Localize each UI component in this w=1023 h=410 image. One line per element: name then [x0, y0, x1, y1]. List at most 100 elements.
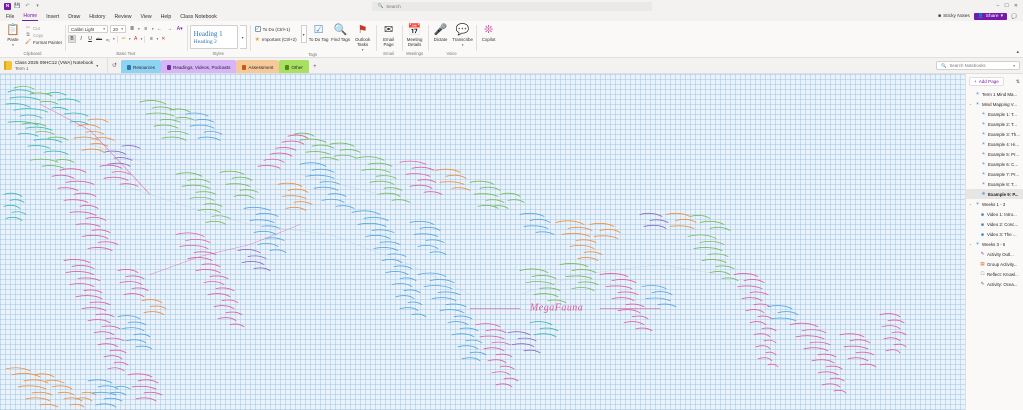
numbering-icon[interactable]: ≡	[144, 26, 148, 32]
find-tags-button[interactable]: 🔍 Find Tags	[331, 23, 351, 43]
chevron-down-icon[interactable]: ▾	[151, 27, 154, 31]
font-name-select[interactable]: Calibri Light ▾	[68, 25, 109, 33]
minimize-icon[interactable]: –	[996, 3, 1000, 9]
page-item[interactable]: ☀ Example 8: T...	[966, 179, 1023, 189]
style-heading2[interactable]: Heading 2	[193, 38, 217, 45]
align-button[interactable]: ≡	[150, 36, 153, 42]
notebook-selector[interactable]: Class 2025 09HC12 (VWA) Notebook Term 1 …	[0, 58, 108, 73]
styles-more-button[interactable]: ▾	[239, 25, 247, 49]
transcribe-button[interactable]: 💬 Transcribe ▾	[452, 23, 473, 48]
page-item[interactable]: ■ Video 1: Intro...	[966, 209, 1023, 219]
comments-icon[interactable]: 💬	[1011, 13, 1018, 20]
copilot-label: Copilot	[481, 37, 496, 42]
page-item[interactable]: ☐ Reflect: Knowl...	[966, 269, 1023, 279]
tab-draw[interactable]: Draw	[68, 13, 81, 20]
tags-more-button[interactable]: ▾	[300, 25, 307, 43]
collapse-ribbon-icon[interactable]: ▴	[1016, 49, 1019, 55]
style-heading1[interactable]: Heading 1	[193, 29, 223, 38]
underline-button[interactable]: U	[88, 36, 92, 42]
ribbon-group-email: ✉ Email Page Email	[375, 22, 402, 57]
page-item[interactable]: ☀ Example 1: T...	[966, 109, 1023, 119]
styles-gallery[interactable]: Heading 1 Heading 2	[189, 25, 238, 49]
page-item[interactable]: ☀ Term 1 Mind Ma...	[966, 89, 1023, 99]
tab-view[interactable]: View	[140, 13, 152, 20]
chevron-down-icon[interactable]: ▾	[113, 37, 115, 41]
highlight-button[interactable]: ✏	[121, 36, 126, 42]
increase-indent-icon[interactable]: →	[167, 26, 173, 32]
sort-pages-icon[interactable]: ⇅	[1015, 78, 1020, 85]
page-item-selected[interactable]: ☀ Example 9: P...	[966, 189, 1023, 199]
sticky-notes-button[interactable]: ■ Sticky Notes	[938, 14, 970, 19]
page-item[interactable]: ✎ Activity: Ocea...	[966, 279, 1023, 289]
email-page-button[interactable]: ✉ Email Page	[379, 23, 399, 48]
tab-review[interactable]: Review	[114, 13, 132, 20]
page-item[interactable]: ⌄ ☀ Mind Mapping V...	[966, 99, 1023, 109]
page-item[interactable]: ✎ Activity Outl...	[966, 249, 1023, 259]
section-tab-readings-videos-podcasts[interactable]: Readings, Videos, Podcasts	[161, 60, 237, 73]
dictate-button[interactable]: 🎤 Dictate	[431, 23, 451, 43]
plus-icon: +	[974, 79, 977, 84]
chevron-icon[interactable]: ⌄	[969, 202, 973, 206]
format-painter-button[interactable]: 🖌 Format Painter	[25, 39, 62, 45]
page-item[interactable]: ▤ Group Activity...	[966, 259, 1023, 269]
paste-button[interactable]: 📋 Paste ▾	[3, 23, 23, 48]
notebook-search-input[interactable]: 🔍 Search Notebooks ▾	[936, 61, 1020, 70]
chevron-icon[interactable]: ⌄	[969, 102, 973, 106]
tab-home[interactable]: Home	[22, 12, 39, 21]
font-size-select[interactable]: 20 ▾	[110, 25, 127, 33]
chevron-down-icon[interactable]: ▾	[138, 27, 140, 31]
todo-tag-button[interactable]: ☑ To Do Tag	[309, 23, 329, 43]
tag-important[interactable]: ★ Important (Ctrl+2)	[253, 35, 299, 44]
sync-icon[interactable]: ↺	[112, 63, 118, 69]
bold-button[interactable]: B	[68, 35, 77, 43]
copilot-button[interactable]: ❊ Copilot	[479, 23, 499, 43]
page-item[interactable]: ☀ Example 2: T...	[966, 119, 1023, 129]
copy-button[interactable]: ⧉ Copy	[25, 32, 62, 38]
page-list[interactable]: ☀ Term 1 Mind Ma... ⌄ ☀ Mind Mapping V... ☀…	[966, 88, 1023, 410]
section-tab-resources[interactable]: Resources	[121, 60, 161, 73]
tab-insert[interactable]: Insert	[46, 13, 60, 20]
cut-button[interactable]: ✂ Cut	[25, 25, 62, 31]
section-tab-other[interactable]: Other	[279, 60, 309, 73]
tab-history[interactable]: History	[89, 13, 106, 20]
styles-pane-icon[interactable]: A▾	[176, 26, 183, 32]
font-color-button[interactable]: A	[134, 36, 138, 42]
decrease-indent-icon[interactable]: ←	[157, 26, 163, 32]
add-section-button[interactable]: +	[313, 63, 317, 70]
outlook-tasks-button[interactable]: ⚑ Outlook Tasks ▾	[353, 23, 373, 53]
chevron-icon[interactable]: ⌄	[969, 242, 973, 246]
tab-help[interactable]: Help	[160, 13, 172, 20]
tag-todo[interactable]: ✓ To Do (Ctrl+1)	[253, 25, 299, 33]
page-item[interactable]: ☀ Example 4: Hi...	[966, 139, 1023, 149]
page-item[interactable]: ■ Video 3: The ...	[966, 229, 1023, 239]
tab-file[interactable]: File	[6, 13, 15, 20]
undo-icon[interactable]: ↶	[25, 3, 30, 9]
global-search-box[interactable]: 🔍 Search	[371, 1, 652, 11]
subscript-button[interactable]: x₂	[106, 36, 110, 42]
chevron-down-icon: ▾	[461, 43, 464, 47]
page-item[interactable]: ☀ Example 5: Pr...	[966, 149, 1023, 159]
share-button[interactable]: 👤 Share ▾	[973, 13, 1007, 20]
meeting-details-button[interactable]: 📅 Meeting Details	[405, 23, 425, 48]
add-page-button[interactable]: + Add Page	[969, 77, 1004, 86]
close-icon[interactable]: ✕	[1013, 3, 1018, 9]
page-item[interactable]: ⌄ ☀ Weeks 3 - 5	[966, 239, 1023, 249]
save-icon[interactable]: 💾	[14, 3, 21, 9]
page-item[interactable]: ☀ Example 3: Th...	[966, 129, 1023, 139]
bullets-icon[interactable]: ≣	[129, 26, 135, 32]
customize-qat-icon[interactable]: ▾	[36, 3, 39, 9]
page-item[interactable]: ■ Video 2: Conc...	[966, 219, 1023, 229]
strikethrough-button[interactable]: abc	[95, 37, 103, 41]
tab-class-notebook[interactable]: Class Notebook	[180, 13, 217, 20]
chevron-down-icon[interactable]: ▾	[156, 37, 159, 41]
chevron-down-icon[interactable]: ▾	[128, 37, 131, 41]
italic-button[interactable]: I	[80, 36, 82, 42]
page-item[interactable]: ☀ Example 7: Pr...	[966, 169, 1023, 179]
chevron-down-icon[interactable]: ▾	[140, 37, 143, 41]
page-item[interactable]: ⌄ ☀ Weeks 1 - 3	[966, 199, 1023, 209]
maximize-icon[interactable]: ☐	[1004, 3, 1009, 9]
page-item[interactable]: ☀ Example 6: C...	[966, 159, 1023, 169]
page-canvas[interactable]: MegaFauna	[0, 74, 965, 410]
clear-formatting-button[interactable]: ✕	[161, 36, 166, 42]
section-tab-assessment[interactable]: Assessment	[236, 60, 280, 73]
